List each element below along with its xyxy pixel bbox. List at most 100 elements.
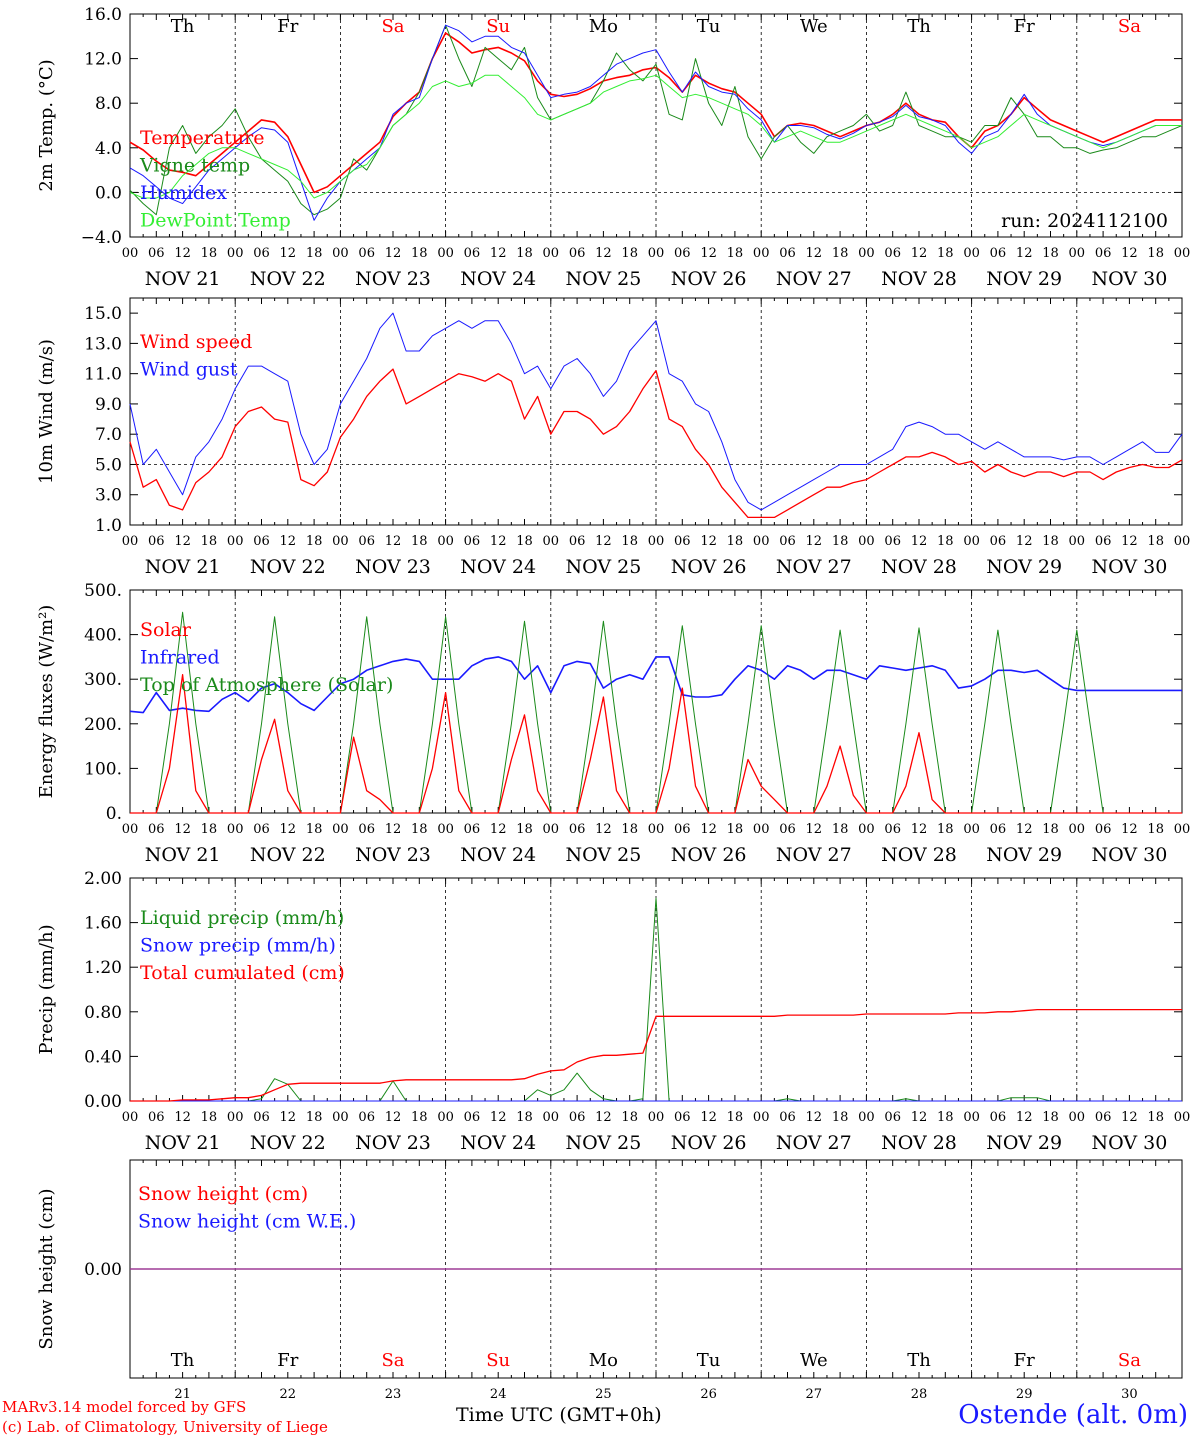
hour-tick-label: 12 xyxy=(806,1110,823,1125)
hour-tick-label: 00 xyxy=(437,1110,454,1125)
y-tick-label: 0.80 xyxy=(84,1003,122,1023)
weekday-label: Th xyxy=(171,16,195,37)
series-line-2 xyxy=(129,312,1183,511)
hour-tick-label: 12 xyxy=(911,1110,928,1125)
hour-tick-label: 06 xyxy=(674,1110,691,1125)
hour-tick-label: 12 xyxy=(700,246,717,261)
day-label: NOV 21 xyxy=(145,268,221,290)
day-label: NOV 27 xyxy=(776,844,852,866)
wind-gust-legend: Wind gust xyxy=(140,359,238,381)
hour-tick-label: 06 xyxy=(674,534,691,549)
day-label: NOV 24 xyxy=(460,556,536,578)
y-axis-label: Snow height (cm) xyxy=(36,1188,57,1349)
hour-tick-label: 18 xyxy=(1042,246,1059,261)
hour-tick-label: 06 xyxy=(1095,822,1112,837)
day-label: NOV 28 xyxy=(881,1132,957,1154)
day-number-label: 25 xyxy=(595,1387,612,1402)
y-tick-label: 500. xyxy=(84,581,122,601)
day-label: NOV 26 xyxy=(671,268,747,290)
hour-tick-label: 00 xyxy=(648,534,665,549)
hour-tick-label: 00 xyxy=(858,1110,875,1125)
y-tick-label: 7.0 xyxy=(95,425,122,445)
hour-tick-label: 06 xyxy=(464,1110,481,1125)
hour-tick-label: 12 xyxy=(595,822,612,837)
hour-tick-label: 00 xyxy=(227,246,244,261)
hour-tick-label: 18 xyxy=(937,1110,954,1125)
y-tick-label: 5.0 xyxy=(95,455,122,475)
total-cumulated-legend: Total cumulated (cm) xyxy=(140,962,345,984)
hour-tick-label: 06 xyxy=(253,246,270,261)
day-number-label: 26 xyxy=(700,1387,717,1402)
day-label: NOV 27 xyxy=(776,1132,852,1154)
hour-tick-label: 12 xyxy=(700,534,717,549)
hour-tick-label: 12 xyxy=(280,1110,297,1125)
hour-tick-label: 00 xyxy=(1069,1110,1086,1125)
hour-tick-label: 18 xyxy=(516,534,533,549)
day-label: NOV 29 xyxy=(986,1132,1062,1154)
hour-tick-label: 00 xyxy=(753,534,770,549)
y-tick-label: 0.0 xyxy=(95,183,122,203)
hour-tick-label: 06 xyxy=(253,1110,270,1125)
day-number-label: 29 xyxy=(1016,1387,1033,1402)
hour-tick-label: 18 xyxy=(1147,1110,1164,1125)
weekday-label: Mo xyxy=(589,16,618,37)
vigne-temp-legend: Vigne temp xyxy=(139,155,250,177)
hour-tick-label: 00 xyxy=(1069,246,1086,261)
hour-tick-label: 06 xyxy=(779,1110,796,1125)
day-label: NOV 22 xyxy=(250,268,326,290)
humidex-legend: Humidex xyxy=(140,182,227,204)
hour-tick-label: 18 xyxy=(621,1110,638,1125)
series-line-3 xyxy=(129,24,1182,221)
y-axis-label: 2m Temp. (°C) xyxy=(36,59,57,191)
hour-tick-label: 00 xyxy=(858,246,875,261)
hour-tick-label: 00 xyxy=(122,246,139,261)
weekday-label: Sa xyxy=(1118,1350,1141,1371)
day-label: NOV 22 xyxy=(250,844,326,866)
day-label: NOV 24 xyxy=(460,844,536,866)
hour-tick-label: 06 xyxy=(464,822,481,837)
hour-tick-label: 18 xyxy=(411,822,428,837)
hour-tick-label: 18 xyxy=(832,534,849,549)
y-tick-label: 13.0 xyxy=(84,334,122,354)
hour-tick-label: 00 xyxy=(648,246,665,261)
day-label: NOV 26 xyxy=(671,556,747,578)
hour-tick-label: 00 xyxy=(437,246,454,261)
solar-legend: Infrared xyxy=(140,647,220,669)
hour-tick-label: 18 xyxy=(201,822,218,837)
hour-tick-label: 18 xyxy=(621,246,638,261)
y-tick-label: 3.0 xyxy=(95,486,122,506)
day-label: NOV 23 xyxy=(355,268,431,290)
hour-tick-label: 12 xyxy=(385,822,402,837)
day-number-label: 21 xyxy=(174,1387,191,1402)
hour-tick-label: 12 xyxy=(595,246,612,261)
hour-tick-label: 00 xyxy=(122,534,139,549)
hour-tick-label: 06 xyxy=(569,822,586,837)
weekday-label: Su xyxy=(486,16,510,37)
hour-tick-label: 18 xyxy=(411,246,428,261)
day-label: NOV 29 xyxy=(986,844,1062,866)
y-tick-label: 1.20 xyxy=(84,958,122,978)
y-tick-label: 2.00 xyxy=(84,869,122,889)
day-label: NOV 25 xyxy=(565,844,641,866)
hour-tick-label: 06 xyxy=(253,822,270,837)
y-axis-label: Energy fluxes (W/m²) xyxy=(36,605,57,799)
day-label: NOV 28 xyxy=(881,556,957,578)
y-tick-label: 1.60 xyxy=(84,914,122,934)
hour-tick-label: 00 xyxy=(753,822,770,837)
hour-tick-label: 12 xyxy=(911,246,928,261)
day-label: NOV 23 xyxy=(355,844,431,866)
y-tick-label: 15.0 xyxy=(84,304,122,324)
hour-tick-label: 18 xyxy=(201,1110,218,1125)
hour-tick-label: 06 xyxy=(990,534,1007,549)
hour-tick-label: 18 xyxy=(201,246,218,261)
series-line-1 xyxy=(129,656,1182,714)
hour-tick-label: 18 xyxy=(306,822,323,837)
hour-tick-label: 00 xyxy=(543,246,560,261)
day-label: NOV 26 xyxy=(671,1132,747,1154)
hour-tick-label: 00 xyxy=(227,1110,244,1125)
hour-tick-label: 18 xyxy=(1147,246,1164,261)
weekday-label: Th xyxy=(907,16,931,37)
hour-tick-label: 18 xyxy=(411,534,428,549)
dewpoint-legend: DewPoint Temp xyxy=(140,210,291,232)
hour-tick-label: 18 xyxy=(832,246,849,261)
